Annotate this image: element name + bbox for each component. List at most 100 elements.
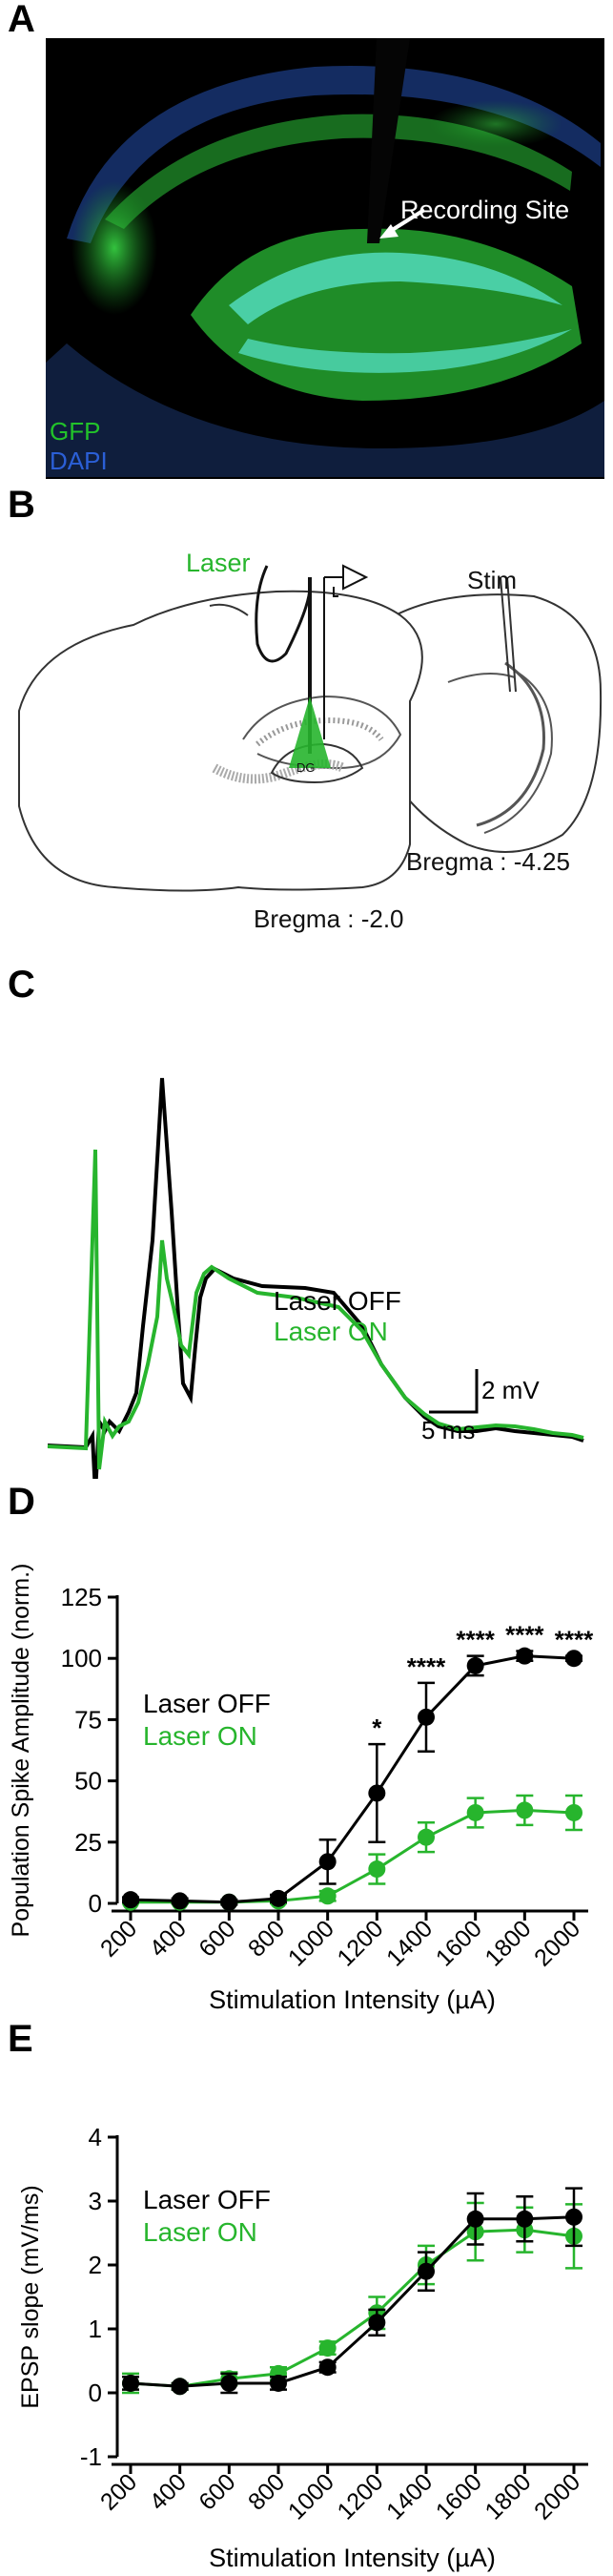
laser-label: Laser: [186, 549, 251, 577]
y-tick-label: 4: [89, 2123, 102, 2151]
legend-laser-off: Laser OFF: [274, 1286, 401, 1316]
data-point: [565, 2208, 582, 2226]
x-tick-label: 600: [194, 1915, 240, 1962]
x-tick-label: 1400: [381, 1915, 438, 1971]
data-point: [318, 2358, 337, 2377]
data-point: [516, 1647, 534, 1665]
data-point: [466, 2210, 484, 2228]
x-tick-label: 800: [243, 1915, 290, 1962]
brain-schematic: [18, 564, 603, 892]
x-tick-label: 1200: [332, 1915, 388, 1971]
x-tick-label: 1200: [332, 2468, 388, 2524]
scale-bar-voltage-label: 2 mV: [481, 1376, 540, 1404]
panel-label-c: C: [8, 964, 35, 1006]
data-point: [270, 1889, 287, 1907]
x-tick-label: 1000: [283, 2468, 339, 2524]
data-point: [171, 1892, 189, 1910]
stim-label: Stim: [467, 566, 517, 594]
significance-marker: ****: [555, 1626, 594, 1654]
panel-b: B Laser Stim DG Bregma : -4.25 Bregma : …: [0, 482, 613, 964]
y-tick-label: -1: [80, 2442, 102, 2471]
significance-marker: ****: [456, 1626, 495, 1654]
population-spike-chart: 0 25 50 75 100 125 200 400 600 800100012001400160…: [8, 1564, 594, 2014]
y-tick-label: 100: [61, 1644, 102, 1672]
gfp-label: GFP: [50, 417, 101, 446]
x-axis-label: Stimulation Intensity (µA): [209, 2544, 496, 2572]
epsp-slope-chart: -1 0 1 2 3 4 200 400 600 800100012001400160018002…: [17, 2123, 588, 2572]
recording-site-label: Recording Site: [400, 196, 570, 224]
series-line: [130, 1654, 575, 1904]
scale-bar: [429, 1369, 479, 1414]
data-point: [418, 1828, 435, 1846]
data-point: [516, 1801, 534, 1819]
y-tick-label: 2: [89, 2251, 102, 2279]
field-potential-traces: [47, 1077, 584, 1479]
data-point: [318, 2339, 337, 2358]
panel-label-a: A: [8, 0, 35, 40]
y-tick-label: 0: [89, 1889, 102, 1918]
data-point: [220, 1893, 238, 1911]
x-tick-label: 2000: [529, 1915, 585, 1971]
x-tick-label: 2000: [529, 2468, 585, 2524]
data-point: [368, 1784, 386, 1802]
y-tick-label: 1: [89, 2315, 102, 2343]
panel-label-e: E: [8, 2018, 33, 2060]
data-point: [466, 1803, 484, 1821]
x-axis-label: Stimulation Intensity (µA): [209, 1985, 496, 2014]
trace-laser-on: [47, 1149, 584, 1470]
significance-marker: ****: [505, 1620, 544, 1649]
panel-label-d: D: [8, 1481, 35, 1523]
x-tick-label: 1800: [480, 1915, 536, 1971]
panel-a: A Recording Site GFP DAPI: [0, 0, 613, 482]
y-tick-label: 75: [74, 1705, 102, 1734]
bregma-posterior-label: Bregma : -4.25: [406, 847, 570, 876]
legend-entry: Laser OFF: [143, 2185, 271, 2214]
y-tick-label: 50: [74, 1767, 102, 1796]
series-line: [130, 2228, 575, 2388]
data-point: [466, 1656, 484, 1674]
data-point: [368, 1860, 386, 1879]
series-line: [131, 1808, 575, 1904]
y-tick-label: 125: [61, 1583, 102, 1611]
dg-label: DG: [296, 760, 316, 775]
x-tick-label: 1800: [480, 2468, 536, 2524]
x-tick-label: 400: [145, 1915, 192, 1962]
panel-label-b: B: [8, 484, 35, 526]
x-tick-label: 200: [95, 2468, 142, 2515]
dapi-label: DAPI: [50, 447, 108, 475]
legend-entry: Laser ON: [143, 2217, 257, 2247]
data-point: [565, 1803, 582, 1821]
significance-marker: ****: [407, 1652, 446, 1681]
legend-entry: Laser OFF: [143, 1689, 271, 1718]
data-point: [318, 1887, 337, 1905]
data-point: [565, 1650, 582, 1668]
data-point: [318, 1853, 337, 1871]
hippocampus-micrograph: [46, 38, 604, 479]
bregma-anterior-label: Bregma : -2.0: [254, 904, 404, 933]
x-tick-label: 600: [194, 2468, 240, 2515]
y-axis-label: Population Spike Amplitude (norm.): [8, 1564, 34, 1938]
panel-e: E -1 0 1 2 3 4 200 400 600 800 1000 1200 1400 1600 180…: [0, 2018, 613, 2576]
scale-bar-time-label: 5 ms: [421, 1416, 476, 1444]
data-point: [220, 2374, 238, 2392]
significance-marker: *: [372, 1714, 382, 1742]
x-tick-label: 1400: [381, 2468, 438, 2524]
x-tick-label: 200: [95, 1915, 142, 1962]
panel-c: C Laser OFF Laser ON 2 mV 5 ms: [0, 964, 613, 1479]
x-tick-label: 400: [145, 2468, 192, 2515]
legend-entry: Laser ON: [143, 1721, 257, 1751]
y-tick-label: 0: [89, 2379, 102, 2407]
y-tick-label: 3: [89, 2187, 102, 2215]
data-point: [270, 2374, 287, 2392]
data-point: [418, 2262, 435, 2280]
y-tick-label: 25: [74, 1828, 102, 1857]
data-point: [418, 1708, 435, 1726]
legend-laser-on: Laser ON: [274, 1317, 388, 1346]
x-tick-label: 800: [243, 2468, 290, 2515]
trace-laser-off: [47, 1077, 584, 1479]
x-tick-label: 1600: [431, 2468, 487, 2524]
data-point: [122, 1891, 139, 1909]
data-point: [122, 2374, 139, 2392]
x-tick-label: 1000: [283, 1915, 339, 1971]
x-tick-label: 1600: [431, 1915, 487, 1971]
